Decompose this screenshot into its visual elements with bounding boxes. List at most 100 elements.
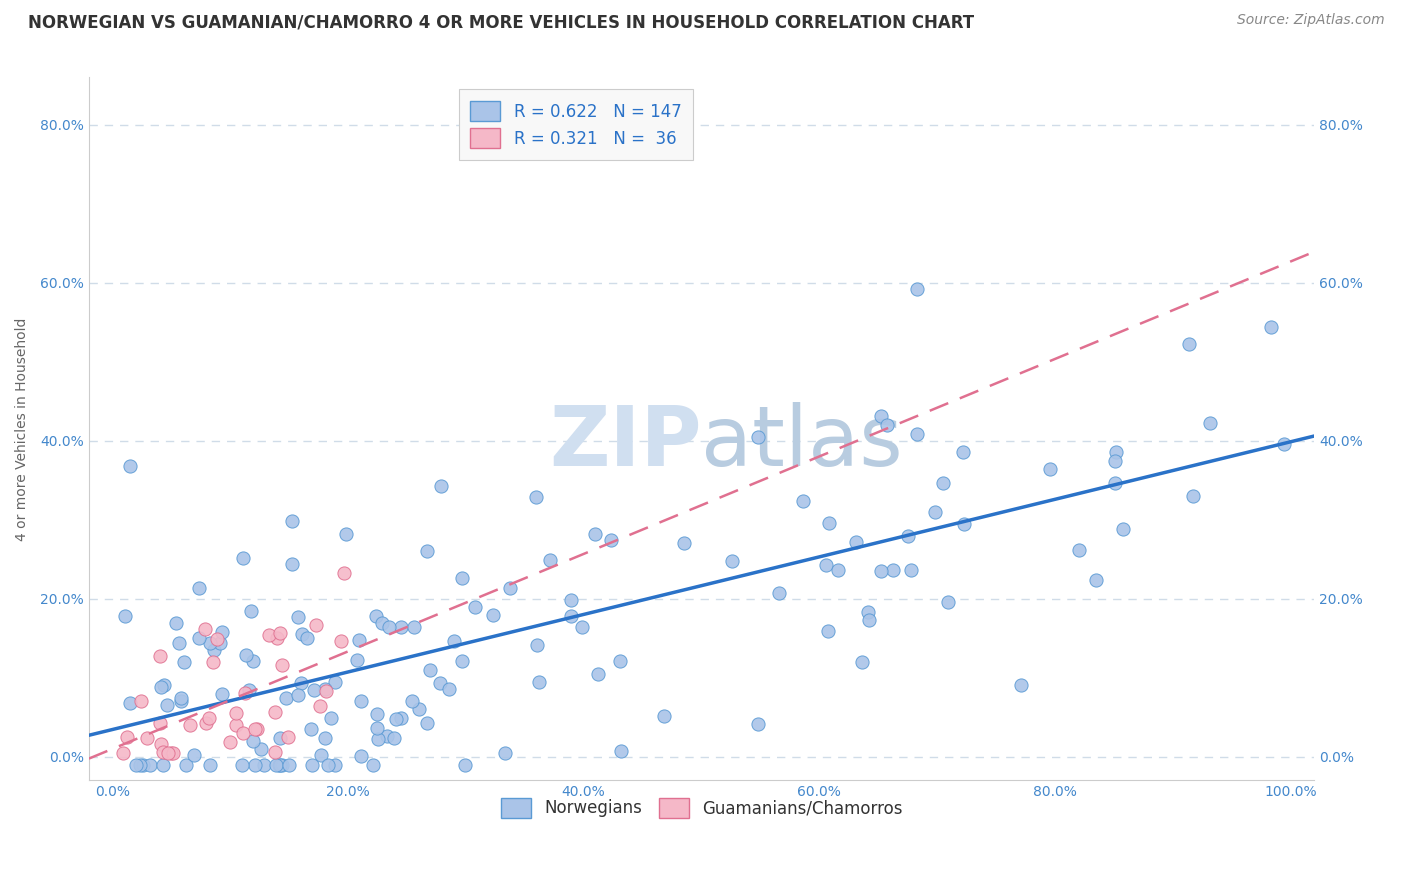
Point (197, 711, 219, 725)
Point (1198, 416, 1220, 430)
Point (277, 730, 299, 744)
Point (183, 747, 205, 762)
Point (350, 694, 373, 708)
Point (450, 571, 472, 585)
Point (571, 620, 593, 634)
Point (314, 731, 336, 746)
Point (149, 648, 172, 663)
Point (281, 557, 304, 571)
Point (495, 746, 517, 760)
Point (263, 745, 285, 759)
Point (169, 636, 191, 650)
Point (429, 479, 451, 493)
Point (112, 746, 135, 760)
Point (239, 604, 262, 618)
Point (150, 737, 173, 751)
Text: atlas: atlas (702, 402, 903, 483)
Point (586, 666, 609, 681)
Point (269, 626, 291, 640)
Point (198, 636, 221, 650)
Point (152, 746, 174, 760)
Point (366, 721, 388, 735)
Text: NORWEGIAN VS GUAMANIAN/CHAMORRO 4 OR MORE VEHICLES IN HOUSEHOLD CORRELATION CHAR: NORWEGIAN VS GUAMANIAN/CHAMORRO 4 OR MOR… (28, 13, 974, 31)
Point (936, 595, 959, 609)
Point (132, 757, 155, 772)
Point (932, 475, 955, 490)
Point (128, 757, 150, 772)
Point (371, 615, 394, 630)
Point (149, 715, 172, 730)
Point (235, 648, 257, 662)
Point (201, 655, 224, 669)
Point (350, 749, 373, 764)
Point (439, 682, 461, 697)
Point (1105, 445, 1128, 459)
Point (524, 491, 547, 505)
Point (609, 744, 631, 758)
Point (454, 757, 477, 772)
Point (309, 747, 332, 762)
Point (170, 691, 193, 706)
Point (120, 696, 142, 710)
Point (156, 698, 179, 712)
Point (219, 735, 242, 749)
Point (188, 581, 211, 595)
Point (953, 517, 976, 532)
Point (924, 506, 946, 520)
Point (253, 757, 276, 772)
Point (482, 608, 505, 623)
Point (271, 757, 294, 772)
Point (652, 709, 675, 723)
Point (1039, 462, 1062, 476)
Point (299, 723, 322, 737)
Point (375, 729, 398, 743)
Point (1085, 573, 1108, 587)
Point (243, 757, 266, 772)
Point (233, 686, 256, 700)
Point (232, 726, 254, 740)
Point (416, 543, 439, 558)
Point (287, 688, 309, 702)
Point (162, 746, 184, 760)
Point (238, 683, 260, 698)
Point (897, 529, 920, 543)
Point (443, 634, 465, 648)
Point (585, 527, 607, 541)
Point (1010, 678, 1032, 692)
Point (280, 514, 302, 528)
Legend: Norwegians, Guamanians/Chamorros: Norwegians, Guamanians/Chamorros (494, 791, 910, 825)
Point (259, 628, 281, 642)
Point (952, 445, 974, 459)
Point (120, 459, 142, 474)
Point (269, 731, 291, 746)
Point (560, 609, 582, 624)
Point (332, 566, 354, 581)
Point (560, 592, 582, 607)
Point (721, 554, 744, 568)
Point (402, 619, 425, 633)
Point (305, 617, 328, 632)
Point (246, 722, 269, 736)
Point (747, 430, 769, 444)
Point (295, 631, 318, 645)
Point (138, 757, 160, 772)
Point (165, 615, 187, 630)
Point (1067, 543, 1090, 558)
Point (207, 632, 229, 646)
Point (870, 409, 893, 423)
Point (1177, 337, 1199, 351)
Point (792, 494, 814, 508)
Point (276, 690, 298, 705)
Point (401, 694, 423, 708)
Point (290, 675, 312, 690)
Point (195, 716, 218, 731)
Point (429, 676, 451, 690)
Point (242, 734, 264, 748)
Point (115, 731, 138, 745)
Point (378, 620, 401, 634)
Point (267, 757, 290, 772)
Point (319, 711, 342, 725)
Point (314, 682, 336, 697)
Text: Source: ZipAtlas.com: Source: ZipAtlas.com (1237, 13, 1385, 28)
Point (136, 731, 159, 746)
